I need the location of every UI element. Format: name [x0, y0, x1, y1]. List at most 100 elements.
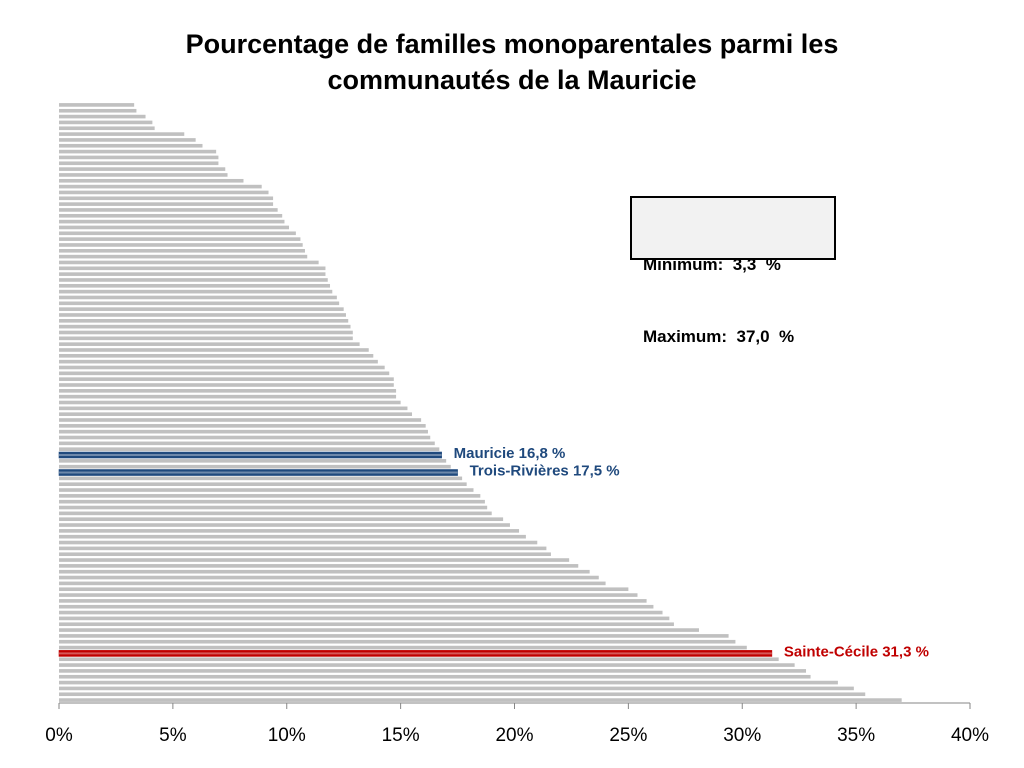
bar: [59, 505, 488, 510]
x-tick-label: 35%: [837, 725, 875, 746]
bar: [59, 604, 654, 609]
bar: [59, 178, 244, 183]
bar: [59, 108, 137, 113]
bar: [59, 698, 902, 702]
bar: [59, 634, 729, 638]
bar: [59, 645, 747, 650]
bars-layer: [59, 103, 902, 702]
bar: [59, 114, 146, 119]
bar: [59, 639, 736, 644]
bar: [59, 389, 397, 393]
bar: [59, 552, 551, 557]
bar: [59, 354, 374, 358]
bar: [59, 569, 590, 574]
bar: [59, 564, 579, 568]
bar: [59, 243, 303, 247]
bar: [59, 138, 196, 142]
x-tick-label: 5%: [159, 725, 187, 746]
bar: [59, 149, 217, 154]
x-tick-label: 25%: [609, 725, 647, 746]
bar: [59, 429, 428, 434]
bar: [59, 441, 435, 446]
bar: [59, 593, 638, 597]
x-tick-label: 0%: [45, 725, 73, 746]
bar: [59, 225, 290, 230]
x-tick-label: 30%: [723, 725, 761, 746]
bar: [59, 418, 422, 422]
x-axis: 0% 5% 10% 15% 20% 25% 30% 35% 40%: [45, 702, 989, 746]
bar: [59, 482, 467, 486]
bar: [59, 435, 431, 440]
bar: [59, 494, 481, 498]
bar: [59, 313, 346, 317]
highlight-label: Trois-Rivières 17,5 %: [470, 462, 620, 479]
bar: [59, 213, 283, 218]
bar: [59, 599, 647, 603]
bar: [59, 610, 663, 615]
bar: [59, 511, 492, 516]
bar: [59, 295, 337, 300]
bar: [59, 546, 547, 551]
bar: [59, 266, 326, 271]
bar: [59, 377, 394, 381]
bar: [59, 488, 474, 492]
bar: [59, 254, 308, 259]
highlight-layer: Mauricie 16,8 %Trois-Rivières 17,5 % Sain…: [58, 445, 929, 660]
bar: [59, 371, 390, 376]
bar: [59, 103, 135, 107]
bar: [59, 190, 269, 195]
highlight-bar-sheen: [59, 454, 442, 457]
x-tick-label: 15%: [382, 725, 420, 746]
highlight-label: Mauricie 16,8 %: [454, 445, 566, 462]
highlight-bar-sheen: [59, 652, 772, 655]
bar: [59, 529, 520, 533]
bar: [59, 476, 463, 481]
bar: [59, 283, 331, 288]
x-tick-label: 20%: [495, 725, 533, 746]
bar: [59, 686, 854, 691]
highlight-bar: [58, 650, 773, 657]
bar: [59, 400, 401, 405]
chart-title-line-2: communautés de la Mauricie: [327, 65, 697, 95]
bar: [59, 447, 440, 451]
bar: [59, 669, 807, 673]
bar: [59, 406, 408, 411]
bar: [59, 231, 296, 236]
bar: [59, 143, 203, 148]
bar: [59, 383, 394, 387]
bar: [59, 348, 369, 352]
bar: [59, 330, 353, 335]
bar: [59, 342, 360, 346]
bar: [59, 674, 811, 679]
bar: [59, 120, 153, 125]
bar: [59, 289, 333, 294]
bar: [59, 657, 779, 662]
bar: [59, 534, 526, 539]
bar: [59, 680, 838, 685]
bar: [59, 173, 228, 177]
bar: [59, 278, 328, 282]
bar: [59, 616, 670, 621]
bar: [59, 499, 485, 504]
bar: [59, 587, 629, 592]
min-max-box: Minimum: 3,3 % Maximum: 37,0 %: [630, 196, 836, 346]
bar: [59, 394, 397, 399]
bar: [59, 459, 447, 463]
bar: [59, 523, 510, 527]
bar: [59, 464, 451, 469]
maximum-label: Maximum: 37,0 %: [643, 327, 795, 346]
bar: [59, 208, 278, 212]
bar: [59, 237, 301, 241]
bar: [59, 663, 795, 667]
bar: [59, 219, 285, 224]
bar: [59, 412, 413, 416]
bar: [59, 424, 426, 428]
bar: [59, 161, 219, 166]
bar: [59, 126, 155, 131]
bar: [59, 307, 344, 311]
bar: [59, 132, 185, 136]
x-tick-label: 40%: [951, 725, 989, 746]
bar: [59, 202, 274, 206]
minimum-label: Minimum: 3,3 %: [643, 255, 781, 274]
